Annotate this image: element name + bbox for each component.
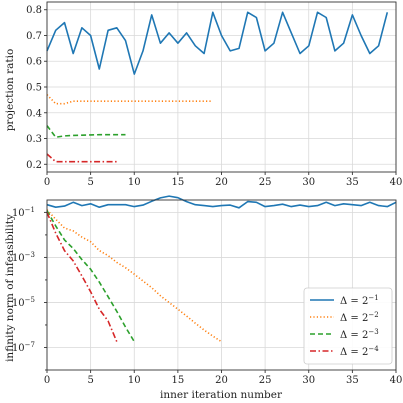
x-tick-label: 20 [215,375,228,386]
x-tick-label: 35 [346,375,359,386]
x-tick-label: 5 [87,375,93,386]
projection-ratio-panel: 0 5 10 15 20 25 30 35 40 0.2 0.3 0.4 0.5 0.6 0.7 0.8 [26,1,403,188]
x-tick-label: 10 [128,375,141,386]
legend-box [303,287,393,365]
x-tick-label: 35 [346,177,359,188]
x-tick-label: 40 [390,375,403,386]
x-tick-label: 30 [302,177,315,188]
y-tick-label: 10−7 [12,341,35,354]
series-line-3 [46,210,135,343]
y-tick-label: 0.8 [26,5,42,16]
x-tick-label: 15 [172,177,185,188]
x-tick-label: 40 [390,177,403,188]
legend-label-4: Δ = 2−4 [340,345,379,358]
y-tick-label: 0.3 [26,134,42,145]
x-tick-label: 0 [44,375,50,386]
y-tick-label: 0.5 [26,83,42,94]
series-line-1 [46,195,397,209]
y-tick-label: 10−3 [12,251,35,264]
y-axis-label-infeasibility: infinity norm of infeasibility [4,214,16,362]
series-line-3 [46,125,126,138]
x-tick-label: 5 [87,177,93,188]
series-line-4 [46,212,118,343]
y-tick-label: 0.2 [26,160,42,171]
x-tick-label: 25 [259,177,272,188]
legend-label-2: Δ = 2−2 [340,311,379,324]
series-line-2 [46,209,222,343]
y-tick-label: 10−5 [12,296,35,309]
x-tick-label: 10 [128,177,141,188]
x-tick-label: 15 [172,375,185,386]
y-tick-label: 0.6 [26,57,42,68]
y-tick-label: 10−1 [12,206,35,219]
x-axis-label: inner iteration number [160,389,283,401]
x-tick-label: 25 [259,375,272,386]
legend-label-1: Δ = 2−1 [340,294,379,307]
infeasibility-norm-panel: 0 5 10 15 20 25 30 35 40 10−1 10−3 10−5 10−7 Δ = 2−1 Δ… [12,195,403,386]
series-line-1 [46,11,389,75]
y-tick-label: 0.4 [26,108,42,119]
series-line-2 [46,94,213,105]
x-tick-label: 20 [215,177,228,188]
series-line-4 [46,153,117,163]
x-tick-label: 30 [302,375,315,386]
legend-label-3: Δ = 2−3 [340,328,379,341]
y-tick-label: 0.7 [26,31,42,42]
y-axis-label-projection-ratio: projection ratio [4,49,16,132]
x-tick-label: 0 [44,177,50,188]
